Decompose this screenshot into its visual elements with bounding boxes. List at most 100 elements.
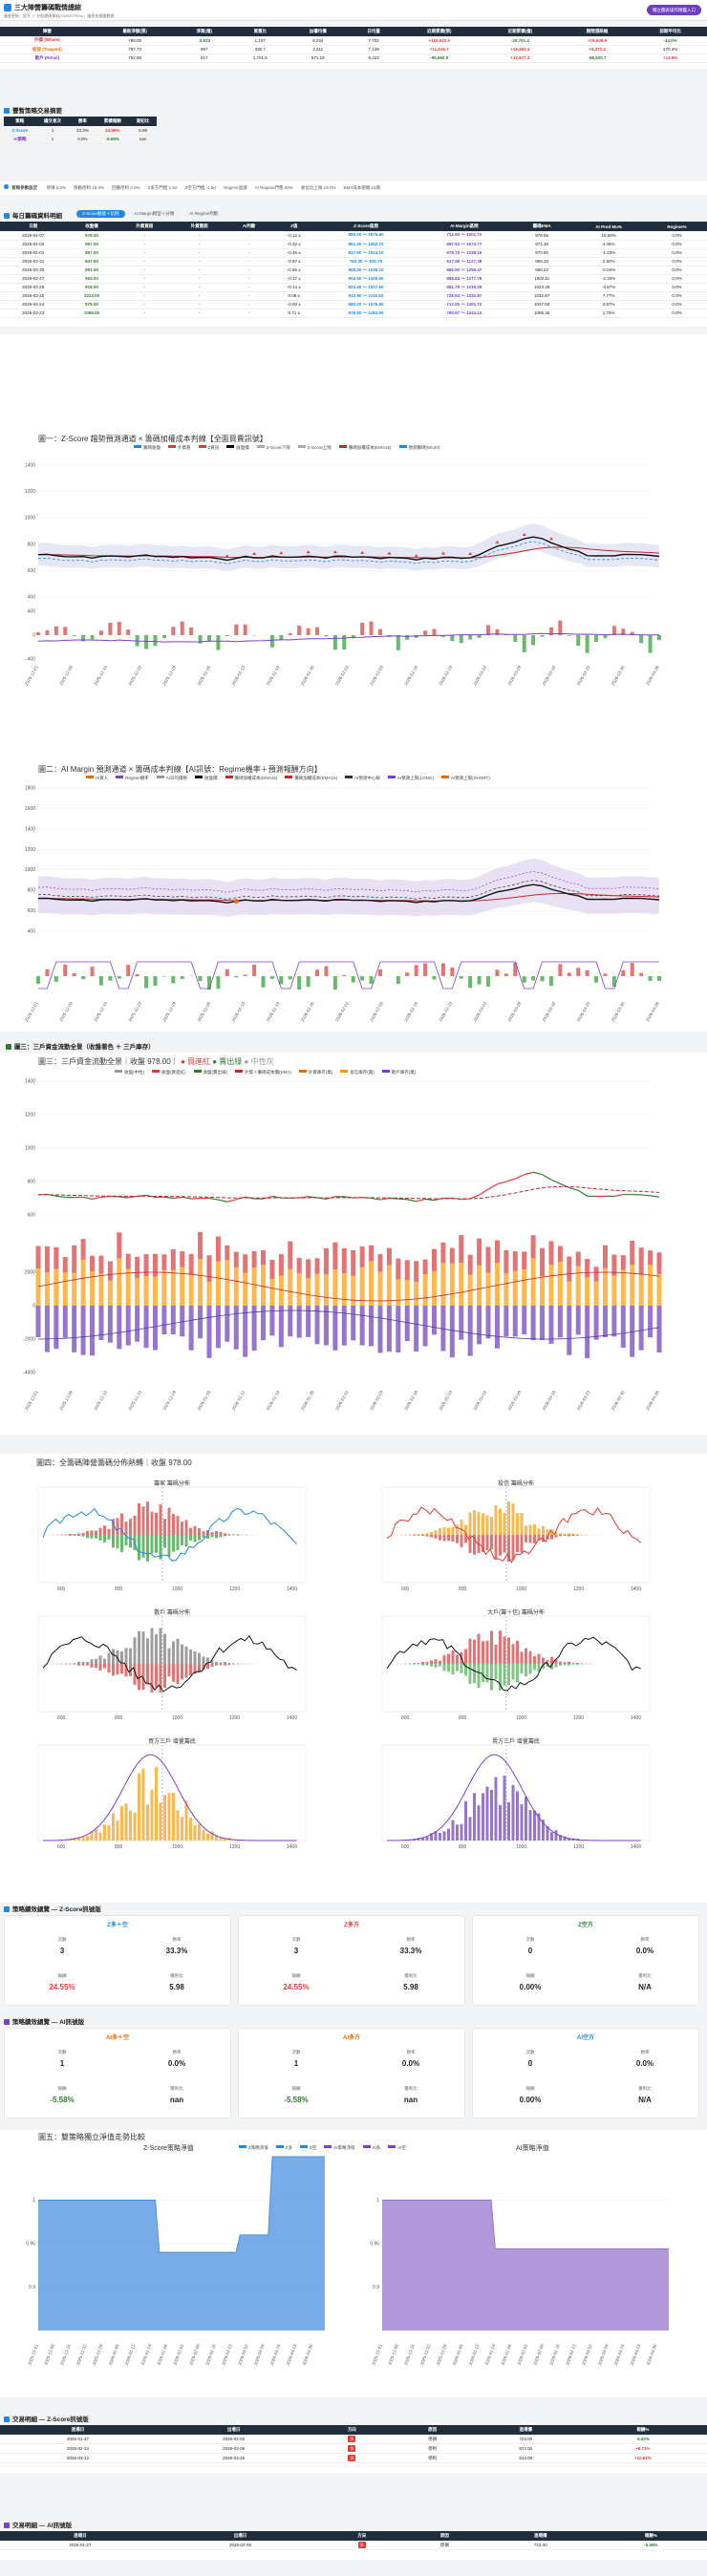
- legend-item[interactable]: 預測籌碼(MA20): [398, 445, 439, 450]
- legend-item[interactable]: Z-Score上限: [297, 445, 332, 450]
- summary-col-9[interactable]: 前期平均比: [633, 27, 707, 36]
- perf-card[interactable]: AI空方 次數 0 勝率 0.0% 報酬 0.00% 獲利比 N/A: [472, 2028, 699, 2118]
- detail-col-0[interactable]: 日期: [0, 222, 67, 231]
- table-row[interactable]: 2026-01-27 2026-02-05 多 停損 723.00 -5.58%: [0, 2541, 707, 2550]
- table-row[interactable]: 2026-04-01 957.00- - - -0.46 ±817.90 ～ 1024.…: [0, 248, 707, 258]
- table-row[interactable]: 散戶 (Retail) 792.68 517 1,701.5 871.19 8,223 -9…: [0, 53, 707, 63]
- legend-item[interactable]: 收盤(中性): [115, 1070, 144, 1075]
- legend-item[interactable]: 散戶庫存(萬): [381, 1070, 416, 1075]
- detail-col-4[interactable]: AI判斷: [226, 222, 271, 231]
- legend-item[interactable]: AI預測中心線: [345, 776, 380, 780]
- table-row[interactable]: Z-Score 1 33.3% 24.55% 5.98: [4, 126, 157, 136]
- signal-col-2[interactable]: 勝率: [69, 117, 96, 126]
- legend-item[interactable]: Z買訊: [198, 445, 219, 450]
- table-row[interactable]: 外資 (Whale) 789.05 -3,023 1,107 9,234 7,702 +11…: [0, 36, 707, 46]
- trade-col-5[interactable]: 報酬%: [594, 2531, 707, 2541]
- trade-col-3[interactable]: 原因: [392, 2425, 473, 2435]
- table-row[interactable]: 2026-02-24 2026-03-06 多 停利 873.00 +8.71%: [0, 2443, 707, 2454]
- flow-bar: [180, 621, 184, 635]
- trade-col-0[interactable]: 進場日: [0, 2531, 161, 2541]
- detail-col-2[interactable]: 外資買超: [117, 222, 172, 231]
- trade-col-4[interactable]: 進場價: [472, 2425, 579, 2435]
- trade-col-1[interactable]: 出場日: [156, 2425, 312, 2435]
- table-row[interactable]: 2026-03-23 1085.00- - -0.71 ±976.50 ～ 1193.…: [0, 309, 707, 318]
- signal-col-4[interactable]: 期初比: [129, 117, 157, 126]
- summary-col-6[interactable]: 近期累積(張): [398, 27, 481, 36]
- tab-0[interactable]: Z-Score動能＋比例: [76, 210, 125, 218]
- summary-col-2[interactable]: 淨買(億): [175, 27, 233, 36]
- table-row[interactable]: 2026-01-27 2026-02-02 多 停損 723.00 -5.82%: [0, 2435, 707, 2444]
- legend-item[interactable]: Regime機率: [116, 776, 149, 780]
- tab-1[interactable]: AI Margin模型＋分類: [128, 210, 181, 218]
- signal-col-3[interactable]: 累積報酬: [96, 117, 130, 126]
- perf-card[interactable]: AI多方 次數 1 勝率 0.0% 報酬 -5.58% 獲利比 nan: [238, 2028, 465, 2118]
- trade-col-1[interactable]: 出場日: [160, 2531, 321, 2541]
- table-row[interactable]: 2026-03-26 918.00- - - -0.14 ±823.40 ～ 1007.…: [0, 283, 707, 292]
- legend-item[interactable]: Z策略淨值: [239, 2145, 268, 2150]
- legend-item[interactable]: 外資買: [168, 445, 191, 450]
- legend-item[interactable]: 籌碼加權成本(EMA15): [285, 776, 337, 780]
- summary-col-8[interactable]: 期間漲跌幅: [560, 27, 634, 36]
- table-row[interactable]: 2026-03-30 901.00- - - -0.56 ±808.00 ～ 1035.…: [0, 266, 707, 275]
- legend-item[interactable]: AI預測上限(SHORT): [440, 776, 490, 780]
- table-row[interactable]: 2026-04-02 957.00- - - -0.32 ±861.30 ～ 1052.…: [0, 240, 707, 249]
- summary-col-1[interactable]: 最新淨額(張): [94, 27, 176, 36]
- trade-col-4[interactable]: 進場價: [485, 2531, 595, 2541]
- table-row[interactable]: 2026-04-07 978.00- - - -0.12 ±880.20 ～ 1075.…: [0, 231, 707, 241]
- legend-item[interactable]: AI策略淨值: [324, 2145, 355, 2150]
- legend-item[interactable]: 籌碼加權成本(EMA15): [225, 776, 277, 780]
- legend-item[interactable]: AI多: [362, 2145, 380, 2150]
- legend-item[interactable]: AI買入: [86, 776, 108, 780]
- trade-col-0[interactable]: 進場日: [0, 2425, 157, 2435]
- perf-card[interactable]: Z多＋空 次數 3 勝率 33.3% 報酬 24.55% 獲利比 5.98: [4, 1915, 231, 2006]
- table-row[interactable]: 2026-03-31 847.00- - - -0.97 ±762.30 ～ 931.7…: [0, 257, 707, 266]
- summary-col-0[interactable]: 陣營: [0, 27, 95, 36]
- detail-col-1[interactable]: 收盤價: [66, 222, 118, 231]
- legend-item[interactable]: Z空: [300, 2145, 316, 2150]
- legend-item[interactable]: 籌碼收盤: [134, 445, 161, 450]
- detail-col-8[interactable]: 籌碼EMA: [513, 222, 571, 231]
- tab-2[interactable]: AI Regime判斷: [183, 210, 225, 218]
- table-row[interactable]: 2026-03-27 903.00- - - -0.17 ±904.50 ～ 1105.…: [0, 274, 707, 284]
- legend-item[interactable]: 收盤(賣出綠): [193, 1070, 227, 1075]
- detail-col-5[interactable]: Z值: [270, 222, 317, 231]
- table-row[interactable]: 2026-03-25 1013.00- - -0.08 ±912.50 ～ 1115.…: [0, 291, 707, 301]
- flow-bar: [36, 631, 40, 635]
- legend-item[interactable]: 收盤價: [195, 776, 218, 780]
- detail-col-3[interactable]: 外資賣超: [171, 222, 227, 231]
- table-row[interactable]: 投信 (Trapped) 787.73 987 330.7 2,011 7,139 +11,…: [0, 45, 707, 54]
- legend-item[interactable]: 收盤(買進紅): [152, 1070, 186, 1075]
- detail-col-9[interactable]: AI Pred Mu%: [570, 222, 648, 231]
- detail-col-6[interactable]: Z-Score區間: [316, 222, 416, 231]
- legend-item[interactable]: 籌碼加權成本(EMA15): [338, 445, 392, 450]
- legend-item[interactable]: AI預測上限(LONG): [387, 776, 434, 780]
- trade-col-2[interactable]: 方向: [320, 2531, 404, 2541]
- legend-item[interactable]: 外資庫存(萬): [298, 1070, 332, 1075]
- perf-card[interactable]: AI多＋空 次數 1 勝率 0.0% 報酬 -5.58% 獲利比 nan: [4, 2028, 231, 2118]
- trade-col-3[interactable]: 原因: [403, 2531, 486, 2541]
- signal-col-0[interactable]: 策略: [4, 117, 36, 126]
- table-row[interactable]: 2026-03-12 2026-03-25 多 停利 813.00 +12.61%: [0, 2453, 707, 2463]
- legend-item[interactable]: Z-Score下限: [256, 445, 290, 450]
- trade-col-5[interactable]: 報酬%: [578, 2425, 707, 2435]
- summary-col-3[interactable]: 買賣比: [232, 27, 288, 36]
- legend-item[interactable]: AI日均價格: [156, 776, 187, 780]
- summary-col-4[interactable]: 加權均價: [287, 27, 349, 36]
- perf-card[interactable]: Z多方 次數 3 勝率 33.3% 報酬 24.55% 獲利比 5.98: [238, 1915, 465, 2006]
- signal-col-1[interactable]: 總交易次: [35, 117, 70, 126]
- detail-col-10[interactable]: Regime%: [647, 222, 707, 231]
- detail-col-7[interactable]: AI Margin區間: [415, 222, 514, 231]
- perf-card[interactable]: Z空方 次數 0 勝率 0.0% 報酬 0.00% 獲利比 N/A: [472, 1915, 699, 2006]
- legend-item[interactable]: 外資＋籌碼成本價(EMA): [235, 1070, 291, 1075]
- legend-item[interactable]: 收盤價: [226, 445, 249, 450]
- trade-col-2[interactable]: 方向: [311, 2425, 393, 2435]
- table-row[interactable]: AI策略 1 0.0% -5.58% nan: [4, 135, 157, 144]
- summary-col-7[interactable]: 近期累積(億): [480, 27, 561, 36]
- tool-entry-button[interactable]: 獨立圖表操作精靈入口: [647, 5, 701, 15]
- legend-item[interactable]: Z多: [275, 2145, 292, 2150]
- table-cell: -: [117, 291, 172, 301]
- legend-item[interactable]: 投信庫存(萬): [340, 1070, 375, 1075]
- table-row[interactable]: 2026-03-24 978.00- - - -0.00 ±880.20 ～ 1075.…: [0, 300, 707, 309]
- legend-item[interactable]: AI空: [388, 2145, 406, 2150]
- summary-col-5[interactable]: 日均量: [348, 27, 399, 36]
